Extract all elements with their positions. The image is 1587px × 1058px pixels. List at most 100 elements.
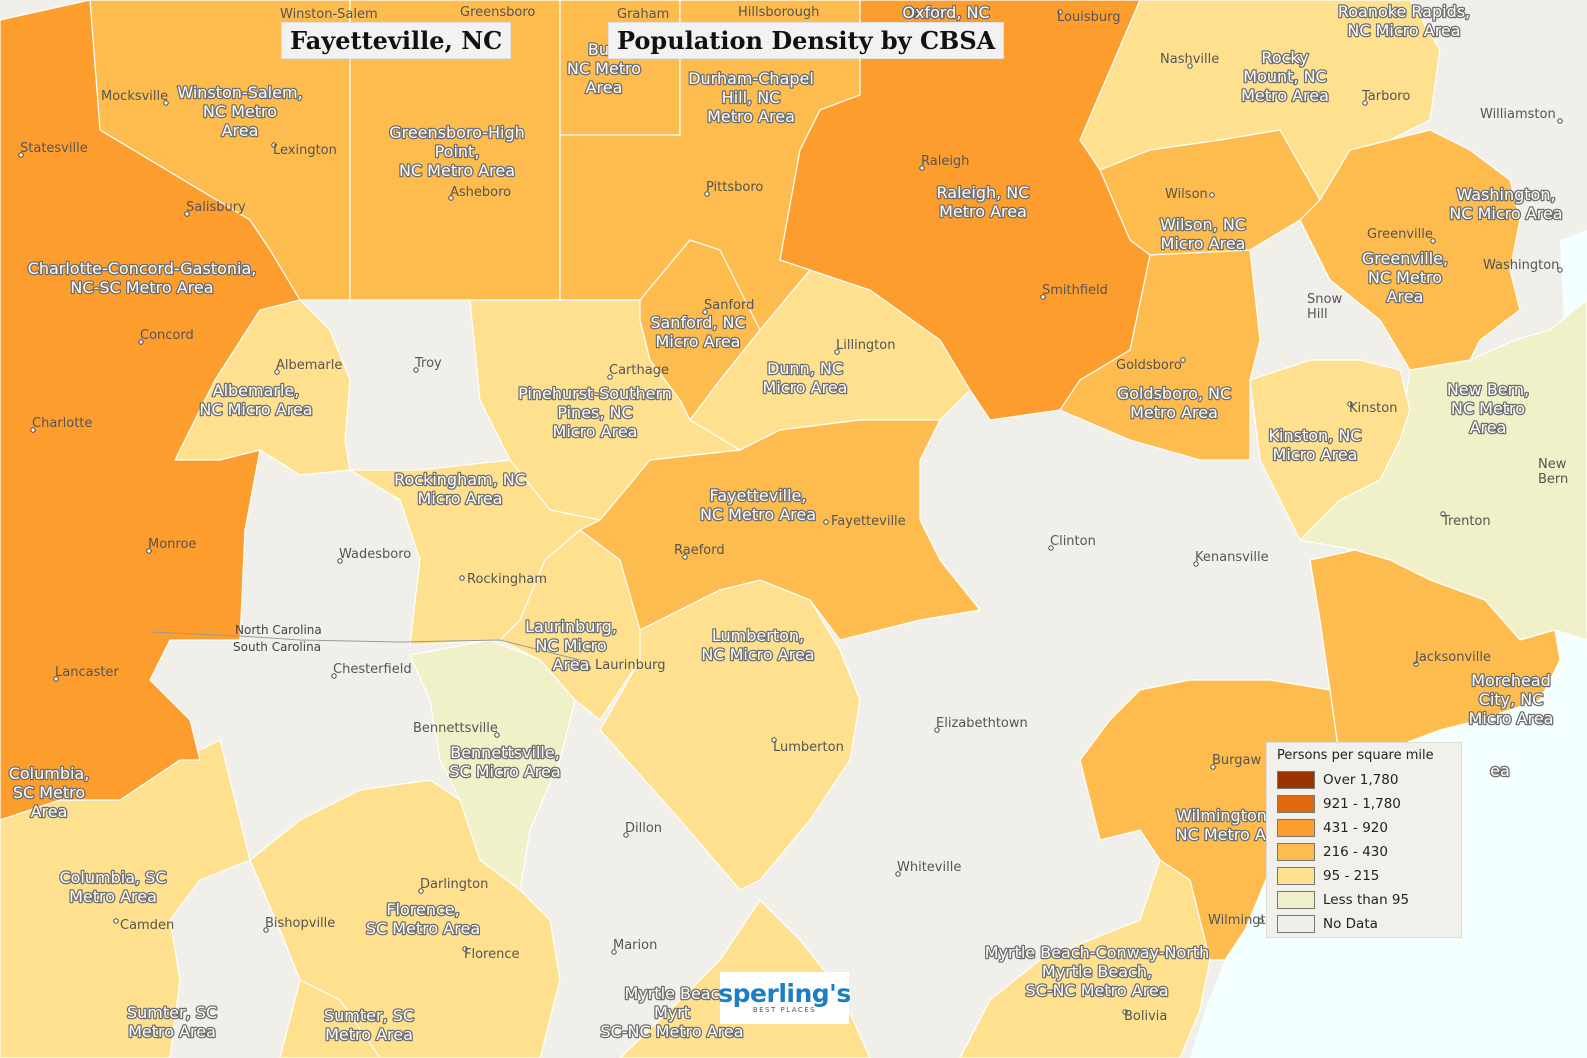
city-marker-trenton [1440,511,1446,517]
city-marker-lillington [834,349,840,355]
city-label-hillsborough: Hillsborough [738,5,819,20]
city-label-elizabethtown: Elizabethtown [936,716,1028,731]
city-marker-kenansville [1193,561,1199,567]
city-label-trenton: Trenton [1441,514,1491,529]
city-label-wilson: Wilson [1165,187,1208,202]
city-label-chesterfield: Chesterfield [333,662,412,677]
city-marker-troy [413,367,419,373]
cities-layer: Winston-Salem Greensboro Graham Hillsboroug… [18,5,1568,1024]
legend-label: Over 1,780 [1323,772,1399,788]
area-label-winston-salem: Winston-Salem, NC Metro Area [177,83,302,140]
city-marker-sanford [702,309,708,315]
region-greenville-area[interactable] [1299,129,1521,371]
area-label-florence: Florence, SC Metro Area [366,900,480,938]
legend-item: 921 - 1,780 [1277,792,1451,816]
logo-tagline: BEST PLACES [752,1006,817,1014]
area-label-lumberton: Lumberton, NC Micro Area [701,626,814,664]
city-label-whiteville: Whiteville [897,860,961,875]
city-marker-laurinburg [585,665,591,671]
area-label-columbia-west: Columbia, SC Metro Area [9,764,90,821]
city-marker-lancaster [53,676,59,682]
legend-item: Less than 95 [1277,888,1451,912]
city-marker-marion [611,949,617,955]
city-marker-wilson [1209,192,1215,198]
city-marker-pittsboro [704,191,710,197]
city-marker-monroe [146,548,152,554]
city-marker-florence [462,946,468,952]
city-marker-burgaw [1210,764,1216,770]
legend-swatch [1277,819,1315,837]
legend-swatch [1277,843,1315,861]
city-label-lexington: Lexington [273,143,337,158]
city-marker-bennettsville [494,732,500,738]
region-sumter-area[interactable] [279,979,381,1058]
area-label-greenville: Greenville, NC Metro Area [1362,249,1448,306]
city-marker-rockingham [459,575,465,581]
city-label-pittsboro: Pittsboro [706,180,763,195]
legend-item: Over 1,780 [1277,768,1451,792]
city-marker-washington [1557,267,1563,273]
logo-name: sperling's [718,979,851,1008]
city-label-goldsboro: Goldsboro [1116,358,1182,373]
area-label-albemarle: Albemarle, NC Micro Area [199,381,312,419]
legend-label: 95 - 215 [1323,868,1380,884]
area-label-myrtle-beach-2: Myrtle Beac Myrt SC-NC Metro Area [600,984,743,1041]
region-kinston-area[interactable] [1249,359,1411,542]
legend-label: Less than 95 [1323,892,1410,908]
city-marker-clinton [1048,545,1054,551]
area-label-new-bern: New Bern, NC Metro Area [1447,380,1529,437]
city-label-washington: Washington [1483,258,1559,273]
region-sanford-area[interactable] [639,239,761,422]
area-label-raleigh: Raleigh, NC Metro Area [937,183,1030,221]
area-label-charlotte: Charlotte-Concord-Gastonia, NC-SC Metro A… [28,259,257,297]
legend-item: No Data [1277,912,1451,936]
area-label-fayetteville: Fayetteville, NC Metro Area [700,486,816,524]
city-marker-salisbury [184,211,190,217]
area-label-roanoke-rapids: Roanoke Rapids, NC Micro Area [1338,2,1470,40]
region-jacksonville-area[interactable] [1309,549,1561,771]
city-label-carthage: Carthage [609,363,669,378]
region-raleigh-area[interactable] [779,0,1151,421]
city-label-florence: Florence [464,947,520,962]
city-marker-dillon [623,832,629,838]
region-charlotte-area[interactable] [0,0,301,821]
city-marker-nashville [1187,63,1193,69]
city-label-rockingham: Rockingham [467,572,547,587]
city-marker-bolivia [1122,1009,1128,1015]
city-marker-albemarle [274,369,280,375]
city-marker-mocksville [163,100,169,106]
city-marker-lumberton [771,737,777,743]
legend-swatch [1277,915,1315,933]
region-fayetteville-area[interactable] [578,419,982,641]
city-marker-camden [113,918,119,924]
region-bennettsville-area[interactable] [409,639,576,892]
city-label-sanford: Sanford [704,298,754,313]
city-marker-chesterfield [331,673,337,679]
city-label-charlotte: Charlotte [32,416,92,431]
city-marker-whiteville [895,871,901,877]
legend-item: 431 - 920 [1277,816,1451,840]
city-marker-concord [138,339,144,345]
city-marker-lexington [271,142,277,148]
city-marker-wadesboro [337,558,343,564]
state-border [149,631,581,661]
legend-swatch [1277,867,1315,885]
sperlings-logo[interactable]: sperling's BEST PLACES [718,972,851,1024]
city-label-bishopville: Bishopville [265,916,335,931]
legend-swatch [1277,771,1315,789]
city-label-lillington: Lillington [836,338,895,353]
legend-label: No Data [1323,916,1378,932]
map-title: Population Density by CBSA [608,22,1005,59]
city-marker-asheboro [448,195,454,201]
map-title-city: Fayetteville, NC [281,22,512,59]
city-label-new-bern: New Bern [1538,457,1568,487]
city-label-dillon: Dillon [625,821,662,836]
city-label-lumberton: Lumberton [773,740,844,755]
city-marker-carthage [607,374,613,380]
city-label-bolivia: Bolivia [1124,1009,1167,1024]
city-label-raeford: Raeford [674,543,725,558]
legend-label: 216 - 430 [1323,844,1388,860]
city-label-albemarle: Albemarle [276,358,342,373]
city-marker-darlington [418,888,424,894]
